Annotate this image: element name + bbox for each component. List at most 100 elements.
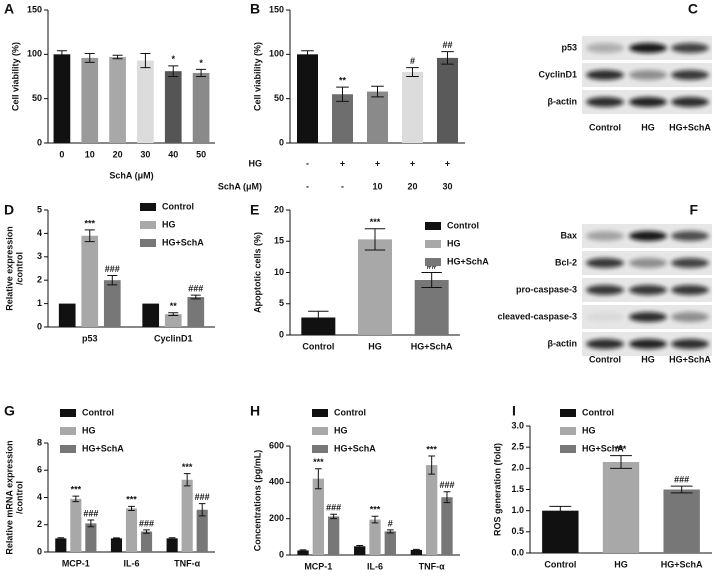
y-tick-label: 3.0 <box>511 420 524 430</box>
panel-letter: I <box>512 403 516 419</box>
error-bar <box>57 537 65 540</box>
significance-label: *** <box>313 457 324 467</box>
y-axis-label: Relative mRNA expression <box>4 440 14 554</box>
error-bar <box>356 545 364 548</box>
y-tick-label: 1.0 <box>511 505 524 515</box>
y-tick-label: 150 <box>269 4 284 14</box>
significance-label: *** <box>126 495 137 505</box>
significance-label: ### <box>83 508 98 518</box>
significance-label: ## <box>442 40 452 50</box>
error-bar <box>56 50 67 59</box>
bar <box>164 71 182 143</box>
blot-row-label: pro-caspase-3 <box>516 284 577 294</box>
y-tick-label: 2 <box>37 519 42 529</box>
x-tick-label: 30 <box>140 149 150 159</box>
x-tick-label: 50 <box>196 149 206 159</box>
x-axis-label: SchA (μM) <box>109 170 153 180</box>
bar <box>358 239 392 335</box>
x-tick-label: 20 <box>113 149 123 159</box>
x-tick-label: 10 <box>85 149 95 159</box>
y-axis-label: Cell viability (%) <box>10 42 20 111</box>
error-bar <box>670 485 693 494</box>
bar <box>187 297 205 327</box>
error-bar <box>87 519 95 528</box>
blot-band <box>629 285 667 295</box>
x-tick-label: TNF-α <box>419 561 445 571</box>
blot-band <box>671 43 709 53</box>
panel-letter: G <box>4 403 15 419</box>
bar <box>663 489 700 553</box>
error-bar <box>299 549 307 552</box>
significance-label: *** <box>426 444 437 454</box>
error-bar <box>183 473 191 487</box>
bar <box>196 509 208 552</box>
y-tick-label: 0.5 <box>511 526 524 536</box>
error-bar <box>112 54 123 60</box>
x-tick-label: p53 <box>82 333 98 343</box>
y-tick-label: 2.0 <box>511 463 524 473</box>
legend-label: Control <box>582 407 614 417</box>
significance-label: * <box>171 54 175 64</box>
blot-band <box>629 43 667 53</box>
bar <box>297 550 309 555</box>
blot-column-label: HG+SchA <box>669 122 711 132</box>
bar <box>53 54 71 144</box>
blot-band <box>671 97 709 107</box>
error-bar <box>364 228 386 251</box>
bar <box>166 538 178 552</box>
legend-label: Control <box>447 220 479 230</box>
panel-letter: D <box>4 202 14 218</box>
bar <box>81 57 99 143</box>
legend-label: HG+SchA <box>334 443 376 453</box>
error-bar <box>421 272 442 288</box>
y-tick-label: 15 <box>274 236 284 246</box>
y-tick-label: 4 <box>37 492 42 502</box>
condition-value: - <box>306 158 309 168</box>
significance-label: *** <box>370 505 381 515</box>
legend-label: HG <box>447 238 461 248</box>
legend-label: HG <box>162 219 176 229</box>
condition-value: 10 <box>372 181 382 191</box>
y-axis-label: /control <box>14 481 24 514</box>
y-tick-label: 6 <box>37 465 42 475</box>
legend-swatch <box>425 222 441 230</box>
significance-label: ** <box>170 301 178 311</box>
bar <box>369 519 381 555</box>
significance-label: *** <box>182 462 193 472</box>
x-tick-label: 0 <box>59 149 64 159</box>
error-bar <box>412 548 420 551</box>
blot-band <box>586 258 624 268</box>
legend-label: Control <box>334 407 366 417</box>
legend-label: HG <box>82 425 96 435</box>
legend-label: HG+SchA <box>447 256 489 266</box>
panel-letter: C <box>688 1 698 17</box>
bar <box>384 531 396 555</box>
y-axis-label: Apoptotic cells (%) <box>252 232 262 313</box>
significance-label: ### <box>105 264 120 274</box>
bar <box>301 317 336 335</box>
blot-row-label: β-actin <box>548 96 578 106</box>
panel-letter: H <box>250 403 260 419</box>
blot-band <box>629 97 667 107</box>
bar <box>58 303 76 327</box>
error-bar <box>330 513 338 520</box>
y-tick-label: 100 <box>269 49 284 59</box>
x-tick-label: MCP-1 <box>304 561 332 571</box>
y-tick-label: 10 <box>274 267 284 277</box>
legend-label: HG <box>334 425 348 435</box>
condition-label: HG <box>249 158 263 168</box>
y-tick-label: 0 <box>279 329 284 339</box>
y-tick-label: 3 <box>37 251 42 261</box>
bar <box>367 91 388 143</box>
legend-swatch <box>60 427 76 435</box>
y-tick-label: 400 <box>269 477 284 487</box>
y-tick-label: 200 <box>269 513 284 523</box>
error-bar <box>196 68 207 77</box>
x-tick-label: Control <box>544 559 576 569</box>
legend-swatch <box>425 258 441 266</box>
y-tick-label: 0 <box>37 546 42 556</box>
x-tick-label: HG <box>368 341 382 351</box>
error-bar <box>143 529 150 534</box>
error-bar <box>128 505 135 511</box>
bar <box>327 516 340 555</box>
